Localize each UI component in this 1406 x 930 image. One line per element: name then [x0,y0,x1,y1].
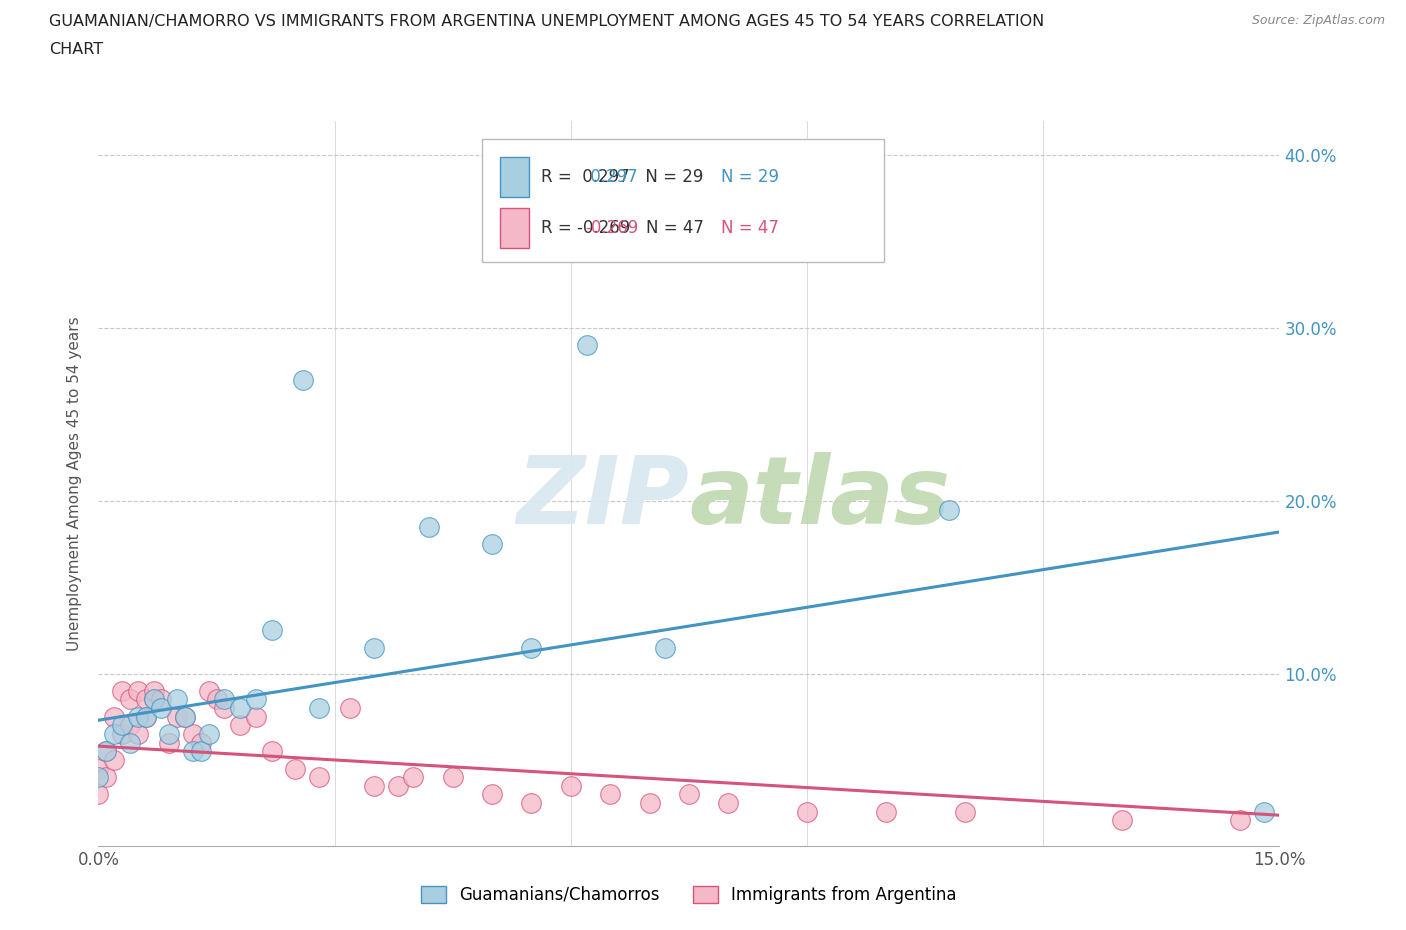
Point [520,796,543,811]
Point [245,692,267,707]
Point [181,744,204,759]
Point [190,744,212,759]
Point [157,726,180,741]
Point [938,502,960,517]
Text: 0.297: 0.297 [585,168,638,186]
Point [229,718,252,733]
Point [214,692,236,707]
Point [157,736,180,751]
Point [174,710,197,724]
Bar [501,208,530,248]
Point [96,744,118,759]
Point [103,726,125,741]
Point [260,623,283,638]
Point [481,787,503,802]
Point [174,710,197,724]
Point [654,640,676,655]
Point [339,700,361,715]
Point [363,778,385,793]
Text: CHART: CHART [49,42,103,57]
Point [520,640,543,655]
Point [87,787,110,802]
Point [127,726,149,741]
Point [229,700,252,715]
Point [181,726,204,741]
Point [875,804,897,819]
Point [260,744,283,759]
Point [717,796,740,811]
Point [111,684,134,698]
Point [481,537,503,551]
Text: R = -0.269   N = 47: R = -0.269 N = 47 [541,219,704,237]
Point [560,778,582,793]
Point [135,692,157,707]
Point [135,710,157,724]
Point [118,736,141,751]
Point [142,684,165,698]
Point [1111,813,1133,828]
Point [190,736,212,751]
Point [402,770,425,785]
Point [197,684,219,698]
Point [953,804,976,819]
Point [214,700,236,715]
Point [441,770,464,785]
Point [166,710,188,724]
Point [1229,813,1251,828]
Point [96,770,118,785]
FancyBboxPatch shape [482,139,884,262]
Point [87,770,110,785]
Point [166,692,188,707]
Text: N = 47: N = 47 [721,219,779,237]
Point [284,761,307,776]
Point [387,778,409,793]
Y-axis label: Unemployment Among Ages 45 to 54 years: Unemployment Among Ages 45 to 54 years [67,316,83,651]
Text: N = 29: N = 29 [721,168,779,186]
Text: -0.269: -0.269 [585,219,638,237]
Point [111,718,134,733]
Point [96,744,118,759]
Point [150,692,173,707]
Point [127,684,149,698]
Point [103,710,125,724]
Point [599,787,621,802]
Text: GUAMANIAN/CHAMORRO VS IMMIGRANTS FROM ARGENTINA UNEMPLOYMENT AMONG AGES 45 TO 54: GUAMANIAN/CHAMORRO VS IMMIGRANTS FROM AR… [49,14,1045,29]
Point [150,700,173,715]
Point [292,373,315,388]
Text: Source: ZipAtlas.com: Source: ZipAtlas.com [1251,14,1385,27]
Point [135,710,157,724]
Point [638,796,661,811]
Point [1253,804,1275,819]
Point [142,692,165,707]
Point [118,718,141,733]
Point [678,787,700,802]
Point [575,338,598,352]
Point [87,761,110,776]
Point [118,692,141,707]
Point [142,692,165,707]
Point [205,692,228,707]
Legend: Guamanians/Chamorros, Immigrants from Argentina: Guamanians/Chamorros, Immigrants from Ar… [415,879,963,910]
Point [103,752,125,767]
Point [363,640,385,655]
Point [308,700,330,715]
Text: R =  0.297   N = 29: R = 0.297 N = 29 [541,168,703,186]
Bar [501,157,530,197]
Point [111,726,134,741]
Text: ZIP: ZIP [516,452,689,544]
Point [245,710,267,724]
Point [796,804,818,819]
Text: atlas: atlas [689,452,950,544]
Point [418,519,440,534]
Point [197,726,219,741]
Point [308,770,330,785]
Point [127,710,149,724]
